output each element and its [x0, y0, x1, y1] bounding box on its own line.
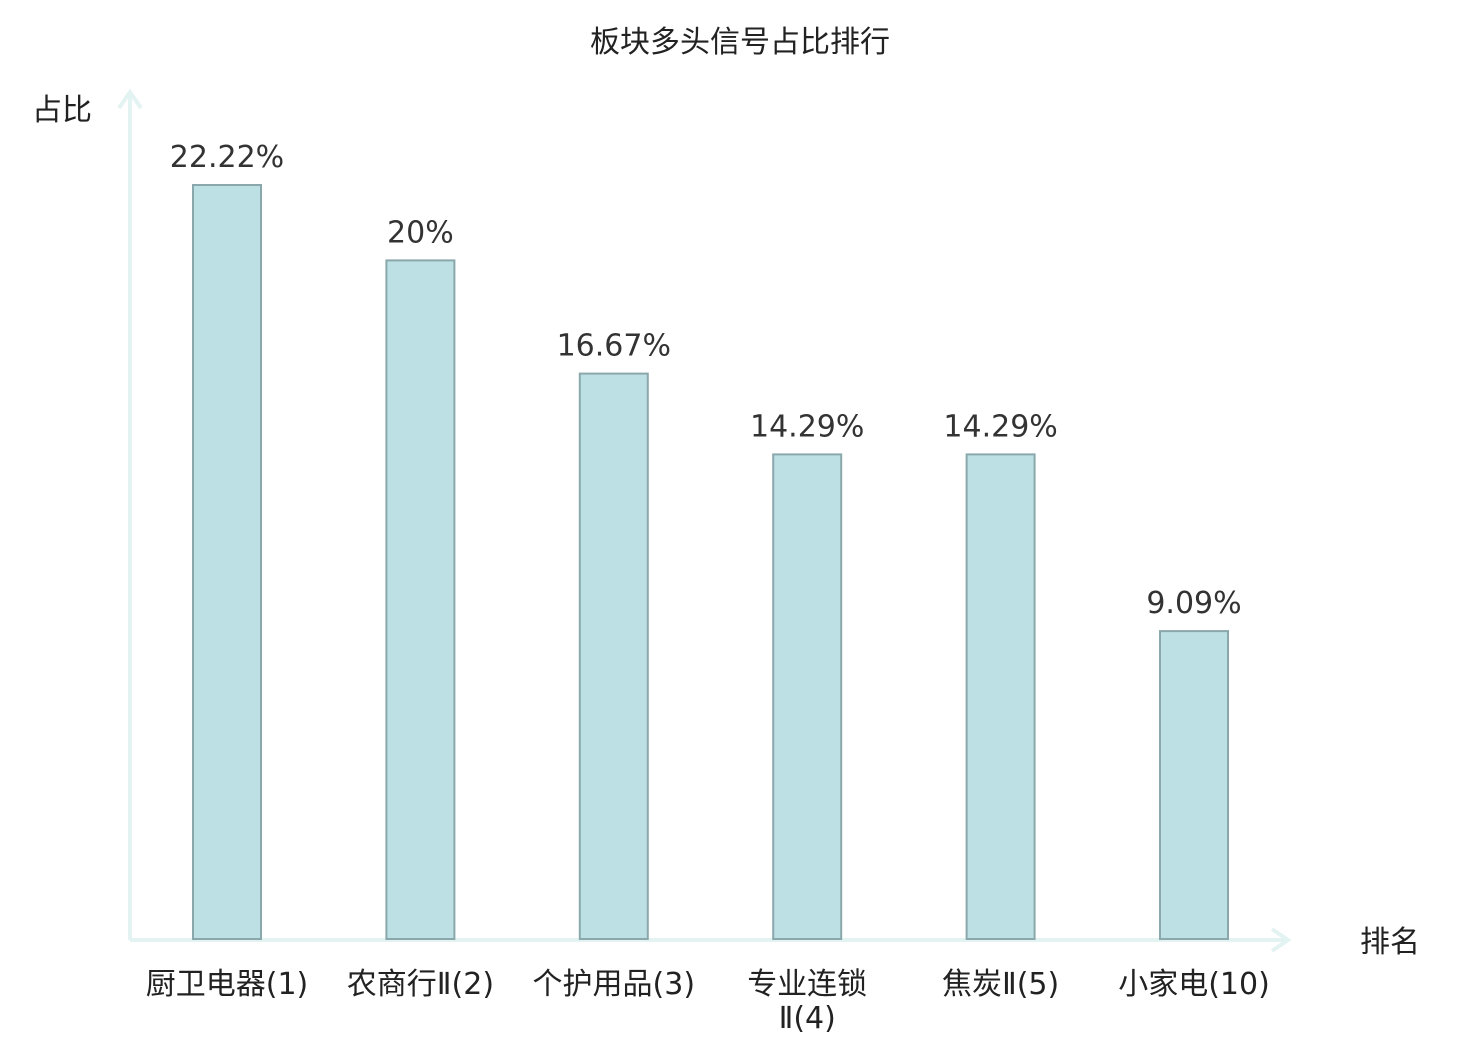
bars [192, 184, 1229, 941]
bar-value-label: 9.09% [1146, 586, 1241, 621]
bar-value-label: 14.29% [943, 409, 1057, 444]
bar [192, 184, 262, 940]
value-labels: 22.22% 20% 16.67% 14.29% 14.29% 9.09% [170, 140, 1242, 621]
x-tick-label: 专业连锁 [747, 967, 867, 1002]
bar [1159, 630, 1229, 940]
x-tick-label: 厨卫电器(1) [146, 967, 309, 1002]
x-tick-label: 个护用品(3) [533, 967, 696, 1002]
chart-title: 板块多头信号占比排行 [590, 25, 890, 60]
bar [965, 453, 1036, 940]
bar-value-label: 14.29% [750, 409, 864, 444]
x-tick-label: Ⅱ(4) [779, 1001, 836, 1036]
x-tick-label: 农商行Ⅱ(2) [347, 967, 494, 1002]
bar-value-label: 22.22% [170, 140, 284, 175]
bar-value-label: 20% [387, 215, 454, 250]
x-tick-label: 焦炭Ⅱ(5) [942, 967, 1059, 1002]
bar [772, 453, 843, 940]
bar [385, 259, 456, 940]
x-axis-label: 排名 [1360, 925, 1420, 960]
x-axis-arrow [1270, 927, 1292, 953]
y-axis-arrow [117, 88, 143, 110]
y-axis-label: 占比 [32, 93, 92, 128]
bar [578, 372, 649, 941]
bar-value-label: 16.67% [557, 329, 671, 364]
axes [117, 88, 1292, 953]
x-tick-label: 小家电(10) [1118, 967, 1270, 1002]
